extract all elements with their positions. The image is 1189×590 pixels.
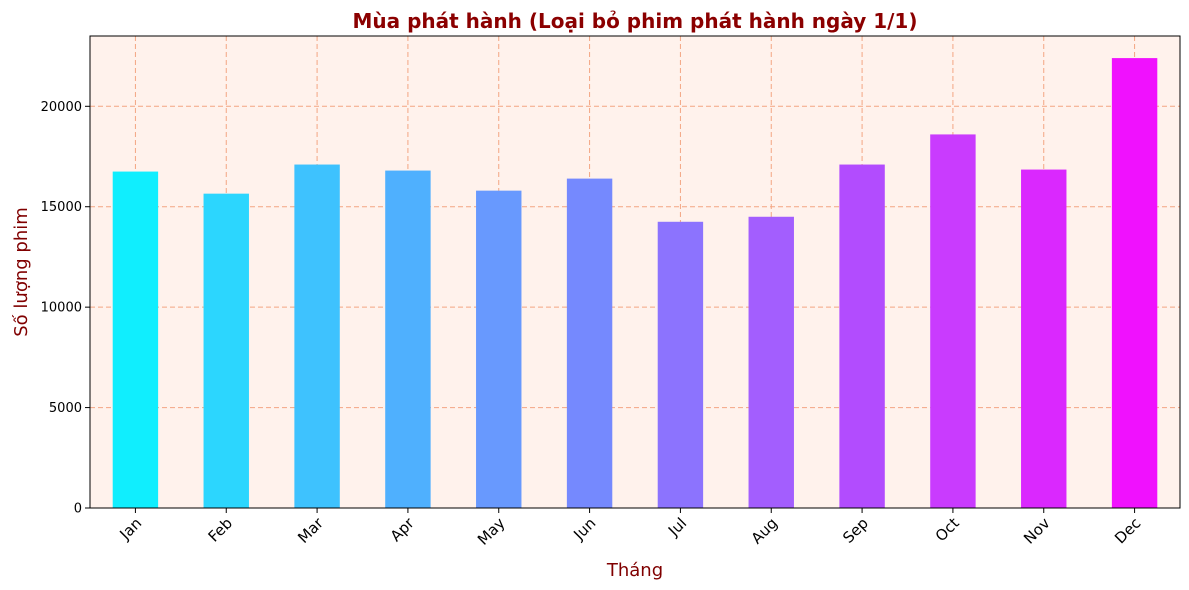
bar-aug [749, 217, 794, 508]
x-axis: Jan Feb Mar Apr May Jun Jul Aug Sep Oct Nov Dec [115, 508, 1144, 549]
chart-title: Mùa phát hành (Loại bỏ phim phát hành ng… [353, 9, 918, 33]
bar-dec [1112, 58, 1157, 508]
bar-jun [567, 179, 612, 508]
bar-jan [113, 172, 158, 508]
y-tick-label: 20000 [41, 100, 82, 115]
x-tick-label: Nov [1020, 514, 1054, 548]
bar-oct [930, 134, 975, 508]
x-tick-label: Jul [664, 514, 690, 540]
x-tick-label: Feb [205, 514, 237, 546]
x-tick-label: Oct [932, 514, 963, 545]
x-tick-label: Apr [387, 514, 419, 546]
x-tick-label: Dec [1111, 514, 1144, 547]
bar-may [476, 191, 521, 508]
bar-feb [204, 194, 249, 508]
plot-background [90, 36, 1180, 508]
y-tick-label: 15000 [41, 200, 82, 215]
x-tick-label: Jun [569, 514, 599, 544]
y-tick-label: 5000 [49, 401, 82, 416]
x-tick-label: Jan [115, 514, 145, 544]
x-axis-label: Tháng [606, 560, 663, 581]
bar-nov [1021, 170, 1066, 508]
y-axis-label: Số lượng phim [11, 207, 32, 337]
y-tick-label: 0 [74, 502, 82, 517]
y-tick-label: 10000 [41, 301, 82, 316]
bar-jul [658, 222, 703, 508]
x-tick-label: Mar [294, 514, 327, 547]
y-axis: 0 5000 10000 15000 20000 [41, 100, 90, 517]
bar-apr [385, 171, 430, 508]
x-tick-label: Sep [839, 514, 872, 547]
bar-sep [839, 165, 884, 508]
x-tick-label: May [474, 514, 509, 549]
bar-mar [294, 165, 339, 508]
x-tick-label: Aug [748, 514, 781, 547]
